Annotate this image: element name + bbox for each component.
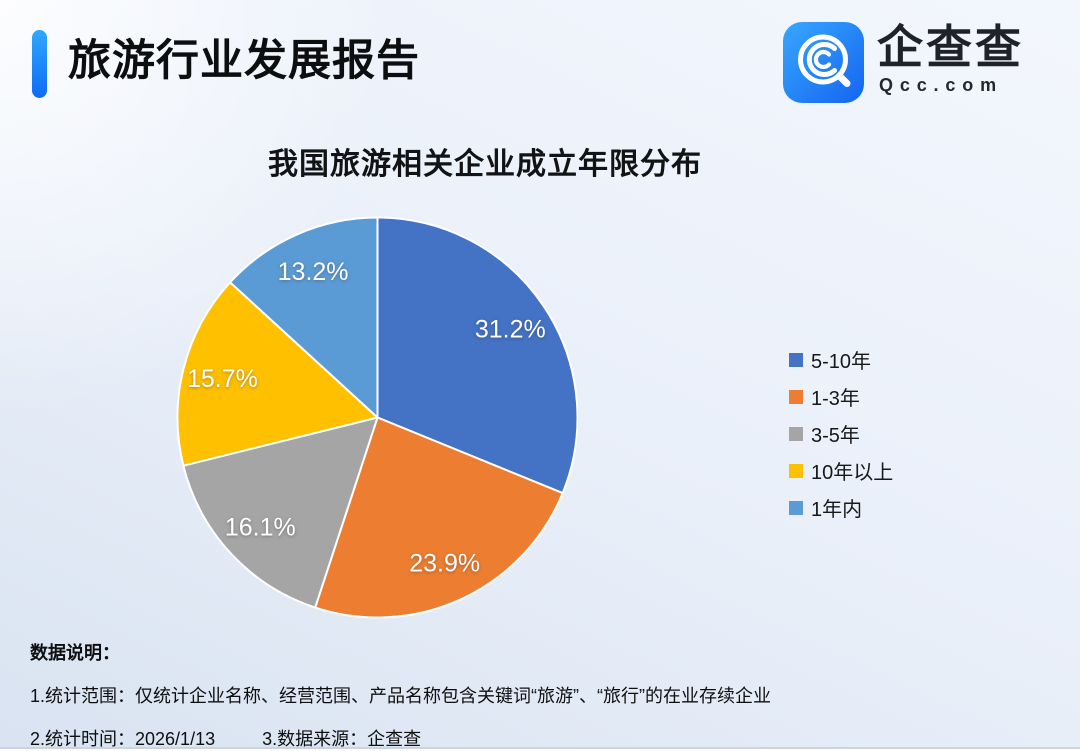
qcc-logo-domain: Qcc.com [879, 75, 1003, 95]
pie-chart-figure: 31.2% 23.9% 16.1% 15.7% 13.2% [167, 207, 588, 628]
legend-swatch-icon [789, 389, 803, 404]
qcc-logo-icon [783, 22, 864, 103]
title-accent-bar [32, 30, 47, 98]
pie-slice-0 [376, 216, 579, 495]
legend-swatch-icon [789, 463, 803, 478]
legend-swatch-icon [789, 352, 803, 367]
pie-label-4: 13.2% [278, 258, 349, 286]
chart-title: 我国旅游相关企业成立年限分布 [268, 148, 702, 181]
footnote-line-1: 1.统计范围：仅统计企业名称、经营范围、产品名称包含关键词“旅游”、“旅行”的在… [30, 686, 771, 706]
pie-slice-2 [182, 416, 379, 609]
footnotes: 数据说明： 1.统计范围：仅统计企业名称、经营范围、产品名称包含关键词“旅游”、… [30, 639, 771, 751]
legend-label: 5-10年 [811, 351, 872, 373]
legend-swatch-icon [789, 500, 803, 515]
pie-label-0: 31.2% [475, 315, 546, 343]
legend: 5-10年 1-3年 3-5年 10年以上 1年内 [789, 341, 893, 526]
footnote-data-source: 3.数据来源：企查查 [262, 729, 422, 749]
qcc-logo-text: 企查查 Qcc.com [877, 22, 1024, 96]
footnote-line-2: 2.统计时间：2026/1/13 3.数据来源：企查查 [30, 725, 771, 751]
pie-chart: 31.2% 23.9% 16.1% 15.7% 13.2% [176, 216, 579, 619]
legend-swatch-icon [789, 426, 803, 441]
footnote-stat-time: 2.统计时间：2026/1/13 [30, 729, 216, 749]
legend-item-2: 3-5年 [789, 415, 893, 452]
legend-label: 1-3年 [811, 388, 860, 410]
pie-label-1: 23.9% [409, 550, 480, 578]
legend-label: 10年以上 [811, 462, 894, 484]
footnotes-heading: 数据说明： [30, 643, 120, 663]
pie-slice-4 [229, 216, 379, 419]
qcc-logo: 企查查 Qcc.com [783, 22, 1024, 103]
legend-item-3: 10年以上 [789, 452, 893, 489]
pie-label-3: 15.7% [187, 365, 258, 393]
pie-slice-3 [176, 281, 379, 467]
legend-item-4: 1年内 [789, 489, 893, 526]
legend-item-0: 5-10年 [789, 341, 893, 378]
pie-label-2: 16.1% [225, 513, 296, 541]
qcc-logo-brand: 企查查 [877, 21, 1024, 73]
legend-label: 1年内 [811, 499, 863, 521]
page-title: 旅游行业发展报告 [68, 37, 420, 85]
legend-label: 3-5年 [811, 425, 860, 447]
pie-slice-1 [314, 416, 564, 619]
legend-item-1: 1-3年 [789, 378, 893, 415]
